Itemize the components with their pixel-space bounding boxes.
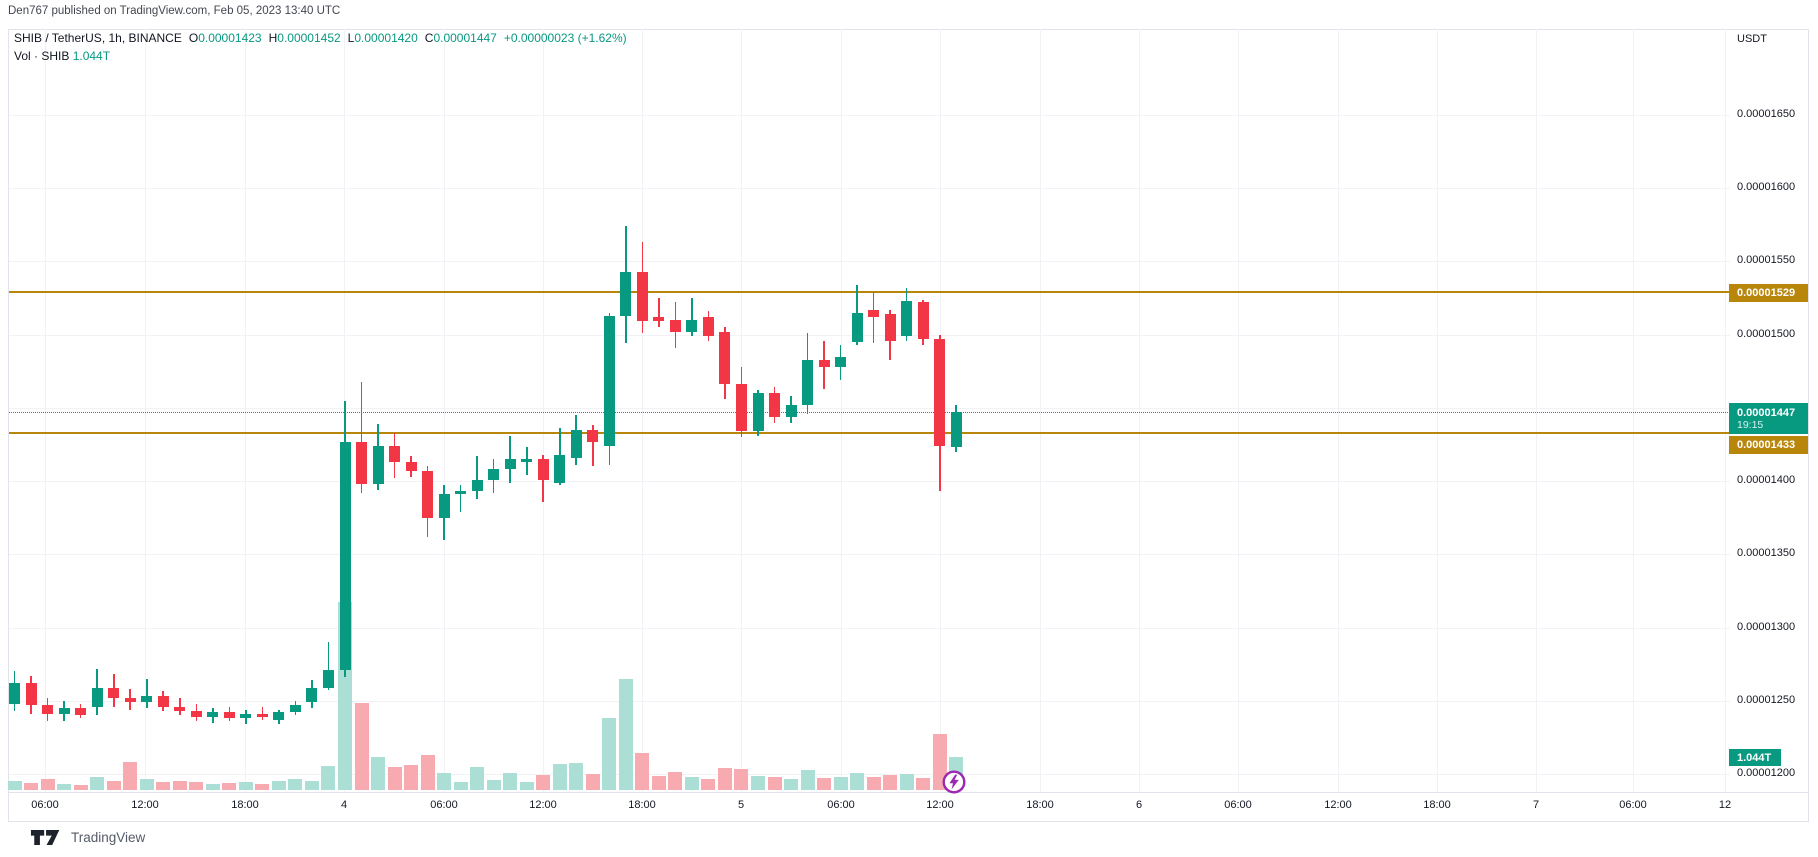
tradingview-logo-text: TradingView [71,830,146,845]
symbol-title: SHIB / TetherUS, 1h, BINANCE [14,31,182,45]
attribution-text: Den767 published on TradingView.com, Feb… [8,5,341,17]
change-value: +0.00000023 (+1.62%) [503,31,627,45]
volume-label: Vol · SHIB [14,49,70,63]
tradingview-logo-icon [30,829,60,846]
tradingview-logo[interactable]: TradingView [30,828,145,847]
ohlc-item: C0.00001447 [424,31,497,45]
symbol-legend[interactable]: SHIB / TetherUS, 1h, BINANCE O0.00001423 H… [14,31,627,45]
ohlc-item: H0.00001452 [268,31,341,45]
ohlc-item: O0.00001423 [188,31,262,45]
volume-legend[interactable]: Vol · SHIB 1.044T [14,49,110,63]
volume-value: 1.044T [72,49,111,63]
ohlc-item: L0.00001420 [347,31,418,45]
chart-widget [8,29,1809,822]
realtime-flash-icon[interactable] [942,770,966,794]
